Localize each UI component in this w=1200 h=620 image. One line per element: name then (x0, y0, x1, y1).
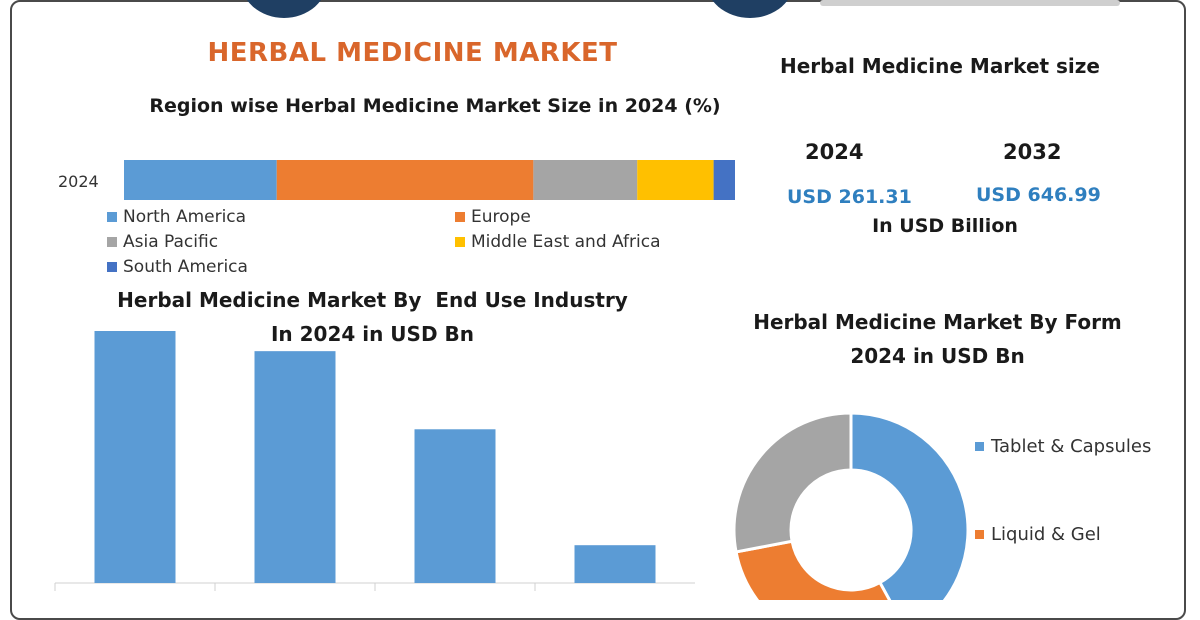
market-value-2024: USD 261.31 (787, 186, 912, 208)
legend-swatch (455, 212, 465, 222)
end-use-chart-title: Herbal Medicine Market By End Use Indust… (90, 283, 655, 351)
logo-wordmark-bar (820, 0, 1120, 6)
legend-label: Europe (471, 207, 531, 227)
legend-item-south-america: South America (107, 257, 248, 277)
legend-swatch (975, 530, 984, 539)
end-use-title-line1: Herbal Medicine Market By End Use Indust… (117, 288, 628, 312)
form-legend-item-tablet-capsules: Tablet & Capsules (975, 436, 1151, 457)
legend-item-middle-east-and-africa: Middle East and Africa (455, 232, 661, 252)
region-chart-title: Region wise Herbal Medicine Market Size … (149, 95, 721, 117)
stack-segment-europe (276, 160, 534, 200)
legend-swatch (975, 442, 984, 451)
market-value-2032: USD 646.99 (976, 184, 1101, 206)
market-size-title: Herbal Medicine Market size (780, 54, 1100, 78)
market-size-unit: In USD Billion (872, 215, 1018, 237)
end-use-title-line2: In 2024 in USD Bn (270, 322, 475, 346)
stack-segment-north-america (124, 160, 277, 200)
market-year-2024: 2024 (805, 140, 864, 164)
legend-item-asia-pacific: Asia Pacific (107, 232, 218, 252)
stack-segment-middle-east-and-africa (637, 160, 714, 200)
legend-label: Asia Pacific (123, 232, 219, 252)
donut-slice-liquid-gel (734, 539, 892, 600)
legend-swatch (107, 262, 117, 272)
market-year-2032: 2032 (1003, 140, 1062, 164)
form-title-line1: Herbal Medicine Market By Form (753, 310, 1122, 334)
legend-item-north-america: North America (107, 207, 246, 227)
donut-slice-other (732, 411, 853, 554)
end-use-bar-chart (54, 331, 695, 591)
form-donut-chart (732, 411, 970, 600)
donut-slice-tablet-capsules (849, 411, 970, 600)
legend-swatch (107, 212, 117, 222)
legend-label: South America (123, 257, 248, 277)
form-title-line2: 2024 in USD Bn (850, 344, 1025, 368)
legend-swatch (107, 237, 117, 247)
end-use-bar-2 (254, 351, 336, 583)
page-title: HERBAL MEDICINE MARKET (207, 38, 618, 68)
legend-item-europe: Europe (455, 207, 531, 227)
stack-segment-asia-pacific (533, 160, 638, 200)
legend-label: Tablet & Capsules (991, 436, 1152, 457)
stack-segment-south-america (713, 160, 735, 200)
form-chart-title: Herbal Medicine Market By Form 2024 in U… (735, 305, 1140, 373)
legend-label: Liquid & Gel (991, 524, 1101, 545)
end-use-bar-3 (414, 429, 496, 583)
end-use-bar-1 (94, 331, 176, 583)
region-stacked-bar-chart: 2024 (58, 160, 735, 200)
legend-label: Middle East and Africa (471, 232, 661, 252)
legend-swatch (455, 237, 465, 247)
end-use-bar-4 (574, 545, 656, 583)
legend-label: North America (123, 207, 247, 227)
stack-category-label: 2024 (58, 172, 99, 191)
form-legend-item-liquid-gel: Liquid & Gel (975, 524, 1101, 545)
